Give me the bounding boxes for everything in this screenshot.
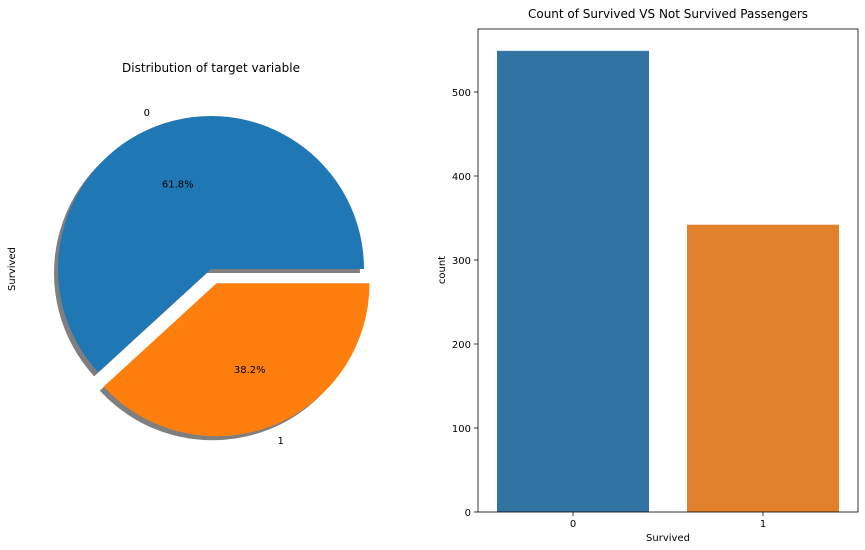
pie-ylabel: Survived — [7, 247, 18, 291]
bar-chart: Count of Survived VS Not Survived Passen… — [437, 7, 859, 544]
pie-category-label: 1 — [278, 436, 284, 447]
bars — [497, 50, 839, 513]
pie-chart: Distribution of target variable Survived… — [7, 61, 370, 447]
pie-wedge-0 — [58, 116, 365, 373]
y-tick-label: 200 — [452, 340, 471, 351]
pie-wedges — [58, 116, 370, 437]
pie-labels: 0 61.8% 1 38.2% — [144, 108, 284, 447]
x-tick-label: 0 — [570, 519, 576, 530]
pie-title: Distribution of target variable — [122, 61, 300, 75]
y-tick-label: 500 — [452, 88, 471, 99]
bar-xlabel: Survived — [646, 533, 690, 544]
pie-wedge-1 — [103, 283, 370, 437]
y-tick-label: 0 — [465, 508, 471, 519]
pie-percent-label: 61.8% — [162, 179, 194, 190]
pie-category-label: 0 — [144, 108, 150, 119]
axes-frame — [477, 28, 859, 513]
bar-1 — [687, 224, 839, 512]
axes-spines — [477, 28, 859, 513]
y-tick-label: 100 — [452, 424, 471, 435]
bar-title: Count of Survived VS Not Survived Passen… — [528, 7, 808, 21]
bar-ylabel: count — [437, 256, 448, 284]
bar-0 — [497, 50, 649, 513]
y-tick-label: 400 — [452, 172, 471, 183]
x-tick-label: 1 — [760, 519, 766, 530]
y-tick-label: 300 — [452, 256, 471, 267]
y-ticks: 0 100 200 300 400 500 — [452, 88, 478, 519]
pie-percent-label: 38.2% — [234, 365, 266, 376]
